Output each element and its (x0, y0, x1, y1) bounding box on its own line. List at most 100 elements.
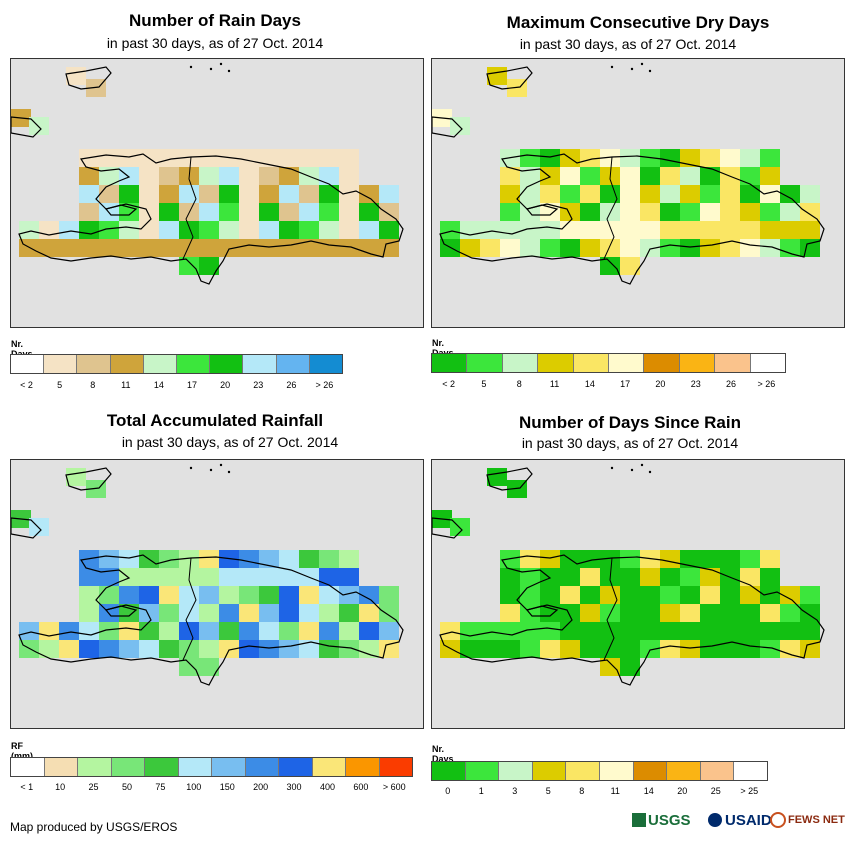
grid-cell (680, 167, 700, 185)
hispaniola-coastline (439, 554, 825, 686)
grid-cell (460, 622, 480, 640)
grid-cell (600, 257, 620, 275)
grid-cell (119, 568, 139, 586)
legend-bar (431, 353, 786, 373)
grid-cell (159, 604, 179, 622)
usaid-logo[interactable]: USAID (708, 808, 772, 832)
grid-cell (780, 185, 800, 203)
grid-cell (560, 167, 580, 185)
grid-cell (219, 167, 239, 185)
legend-swatch (432, 354, 468, 372)
small-island (219, 463, 223, 467)
panel-subtitle: in past 30 days, as of 27 Oct. 2014 (521, 435, 739, 451)
map-dry-days[interactable] (431, 58, 845, 328)
legend-label: 8 (516, 379, 522, 389)
grid-cell (319, 203, 339, 221)
grid-cell (660, 167, 680, 185)
grid-cell (720, 640, 740, 658)
legend-label: 20 (655, 379, 666, 389)
panel-title: Number of Days Since Rain (518, 413, 741, 432)
legend-bar (10, 354, 343, 374)
usgs-logo-text: USGS (648, 811, 691, 829)
grid-cell (640, 221, 660, 239)
grid-cell (640, 568, 660, 586)
grid-cell (720, 239, 740, 257)
grid-cell (259, 239, 279, 257)
grid-cell (720, 185, 740, 203)
legend-swatch (700, 762, 735, 780)
grid-cell (600, 550, 620, 568)
legend-swatch (212, 758, 246, 776)
small-island (189, 466, 193, 470)
grid-cell (660, 149, 680, 167)
panel-subtitle: in past 30 days, as of 27 Oct. 2014 (121, 434, 339, 450)
usaid-logo-text: USAID (725, 811, 772, 829)
grid-cell (279, 203, 299, 221)
grid-cell (79, 640, 99, 658)
legend-label: 300 (286, 782, 302, 792)
island-coastline (11, 116, 42, 138)
grid-cell (640, 640, 660, 658)
grid-cell (259, 586, 279, 604)
grid-cell (760, 221, 780, 239)
grid-cell (39, 640, 59, 658)
small-island (219, 62, 223, 66)
map-rainfall[interactable] (10, 459, 424, 729)
grid-cell (79, 221, 99, 239)
grid-cell (119, 149, 139, 167)
grid-cell (219, 622, 239, 640)
panel-title: Maximum Consecutive Dry Days (506, 13, 770, 32)
fews-logo[interactable]: FEWS NET (770, 808, 845, 832)
grid-cell (640, 239, 660, 257)
grid-cell (660, 640, 680, 658)
grid-cell (339, 239, 359, 257)
grid-cell (279, 239, 299, 257)
grid-cell (279, 221, 299, 239)
grid-cell (660, 550, 680, 568)
grid-cell (680, 604, 700, 622)
grid-cell (580, 640, 600, 658)
legend-swatch (309, 355, 343, 373)
grid-cell (179, 622, 199, 640)
grid-cell (760, 167, 780, 185)
legend-label: 100 (186, 782, 202, 792)
grid-cell (179, 550, 199, 568)
country-border (182, 557, 197, 661)
grid-cell (760, 185, 780, 203)
legend-label: 17 (187, 380, 198, 390)
small-island (209, 468, 213, 472)
grid-cell (299, 550, 319, 568)
grid-cell (440, 239, 460, 257)
grid-cell (179, 257, 199, 275)
grid-cell (800, 185, 820, 203)
grid-cell (660, 622, 680, 640)
grid-cell (239, 550, 259, 568)
grid-cell (660, 221, 680, 239)
usaid-seal-icon (708, 813, 722, 827)
legend-label: 17 (620, 379, 631, 389)
grid-cell (239, 221, 259, 239)
grid-cell (487, 67, 507, 85)
grid-cell (580, 167, 600, 185)
grid-cell (680, 586, 700, 604)
grid-cell (540, 604, 560, 622)
map-days-since-rain[interactable] (431, 459, 845, 729)
grid-cell (259, 167, 279, 185)
grid-cell (79, 185, 99, 203)
usgs-logo[interactable]: USGS (632, 808, 691, 832)
grid-cell (259, 640, 279, 658)
grid-cell (179, 658, 199, 676)
grid-cell (760, 550, 780, 568)
island-coastline (525, 605, 559, 617)
grid-cell (199, 568, 219, 586)
grid-cell (520, 568, 540, 586)
grid-cell (680, 568, 700, 586)
map-rain-days[interactable] (10, 58, 424, 328)
legend-label: 14 (584, 379, 595, 389)
grid-cell (119, 550, 139, 568)
grid-cell (800, 604, 820, 622)
hispaniola-coastline (18, 153, 404, 285)
grid-cell (580, 203, 600, 221)
grid-cell (219, 185, 239, 203)
grid-cell (620, 622, 640, 640)
